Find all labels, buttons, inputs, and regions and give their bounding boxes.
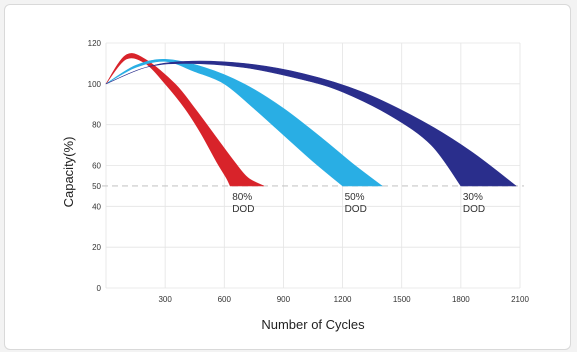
x-tick-3: 900	[277, 295, 291, 304]
y-tick-3: 50	[92, 182, 101, 191]
y-axis-title: Capacity(%)	[61, 137, 76, 208]
x-tick-5: 1500	[393, 295, 411, 304]
x-tick-7: 2100	[511, 295, 529, 304]
x-axis-title: Number of Cycles	[261, 317, 365, 332]
band-0-label-0: 80%	[232, 192, 252, 203]
band-1-label-1: DOD	[345, 204, 367, 215]
band-2-label-0: 30%	[463, 192, 483, 203]
grid	[105, 42, 521, 289]
band-1-label-0: 50%	[345, 192, 365, 203]
y-tick-4: 60	[92, 162, 101, 171]
band-0-label-1: DOD	[232, 204, 254, 215]
tick-labels: 0 20 40 50 60 80 100 120 300 600 900 1200 1500 1800 21…	[88, 39, 530, 304]
x-tick-6: 1800	[452, 295, 470, 304]
band-0	[105, 53, 265, 187]
x-tick-1: 300	[158, 295, 172, 304]
x-tick-2: 600	[218, 295, 232, 304]
y-tick-5: 80	[92, 121, 101, 130]
band-2-label-1: DOD	[463, 204, 485, 215]
capacity-chart: 0 20 40 50 60 80 100 120 300 600 900 1200 1500 1800 21…	[61, 39, 530, 332]
band-1	[105, 59, 383, 187]
y-tick-7: 120	[88, 39, 102, 48]
band-2	[105, 60, 517, 187]
y-tick-2: 40	[92, 202, 101, 211]
y-tick-6: 100	[88, 80, 102, 89]
dod-bands	[105, 53, 517, 187]
x-tick-4: 1200	[334, 295, 352, 304]
y-tick-1: 20	[92, 243, 101, 252]
chart-card: 0 20 40 50 60 80 100 120 300 600 900 1200 1500 1800 21…	[4, 4, 571, 350]
y-tick-0: 0	[97, 284, 102, 293]
